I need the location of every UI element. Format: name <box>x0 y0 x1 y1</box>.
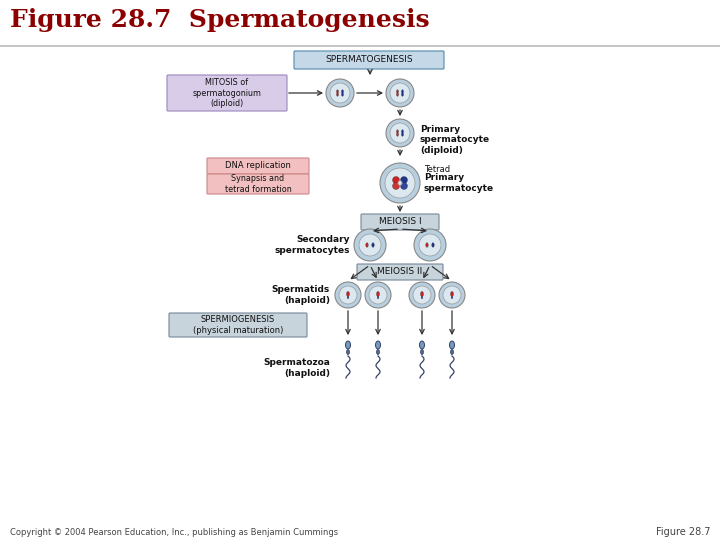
Circle shape <box>409 282 435 308</box>
Circle shape <box>330 83 350 103</box>
Ellipse shape <box>402 133 403 136</box>
FancyBboxPatch shape <box>167 75 287 111</box>
Ellipse shape <box>336 93 338 96</box>
Ellipse shape <box>376 341 380 349</box>
Ellipse shape <box>336 90 338 93</box>
Ellipse shape <box>426 243 428 247</box>
Ellipse shape <box>377 296 379 299</box>
Ellipse shape <box>346 349 349 354</box>
Circle shape <box>386 79 414 107</box>
Ellipse shape <box>372 243 374 247</box>
Text: Tetrad: Tetrad <box>424 165 450 173</box>
FancyBboxPatch shape <box>169 313 307 337</box>
Text: Spermatozoa
(haploid): Spermatozoa (haploid) <box>263 359 330 377</box>
Ellipse shape <box>397 90 398 93</box>
Circle shape <box>359 234 381 256</box>
Circle shape <box>385 168 415 198</box>
Circle shape <box>380 163 420 203</box>
Text: Primary
spermatocyte
(diploid): Primary spermatocyte (diploid) <box>420 125 490 155</box>
Text: SPERMATOGENESIS: SPERMATOGENESIS <box>325 56 413 64</box>
Ellipse shape <box>451 292 454 296</box>
Ellipse shape <box>397 133 398 136</box>
Circle shape <box>392 183 400 190</box>
Ellipse shape <box>420 349 423 354</box>
Ellipse shape <box>421 296 423 299</box>
Ellipse shape <box>420 292 423 296</box>
Ellipse shape <box>366 243 368 247</box>
Circle shape <box>365 282 391 308</box>
Circle shape <box>354 229 386 261</box>
Circle shape <box>443 286 461 304</box>
Ellipse shape <box>347 296 348 299</box>
Text: Secondary
spermatocytes: Secondary spermatocytes <box>274 235 350 255</box>
Circle shape <box>390 83 410 103</box>
Ellipse shape <box>402 90 403 93</box>
Ellipse shape <box>432 243 434 247</box>
Text: DNA replication: DNA replication <box>225 161 291 171</box>
FancyBboxPatch shape <box>357 264 443 280</box>
Text: SPERMIOGENESIS
(physical maturation): SPERMIOGENESIS (physical maturation) <box>193 315 283 335</box>
Circle shape <box>339 286 357 304</box>
Text: MEIOSIS I: MEIOSIS I <box>379 218 421 226</box>
Circle shape <box>335 282 361 308</box>
Ellipse shape <box>402 130 403 133</box>
Text: Copyright © 2004 Pearson Education, Inc., publishing as Benjamin Cummings: Copyright © 2004 Pearson Education, Inc.… <box>10 528 338 537</box>
Circle shape <box>369 286 387 304</box>
Circle shape <box>386 119 414 147</box>
FancyBboxPatch shape <box>294 51 444 69</box>
Text: Synapsis and
tetrad formation: Synapsis and tetrad formation <box>225 174 292 194</box>
Ellipse shape <box>402 93 403 96</box>
Text: Primary
spermatocyte: Primary spermatocyte <box>424 173 494 193</box>
Ellipse shape <box>377 349 379 354</box>
Circle shape <box>414 229 446 261</box>
Circle shape <box>390 123 410 143</box>
Text: MITOSIS of
spermatogonium
(diploid): MITOSIS of spermatogonium (diploid) <box>192 78 261 108</box>
Circle shape <box>326 79 354 107</box>
Ellipse shape <box>397 130 398 133</box>
Text: Figure 28.7: Figure 28.7 <box>655 527 710 537</box>
Circle shape <box>397 180 402 186</box>
Circle shape <box>400 183 408 190</box>
Ellipse shape <box>397 93 398 96</box>
Ellipse shape <box>341 90 343 93</box>
Ellipse shape <box>449 341 454 349</box>
Circle shape <box>392 177 400 184</box>
Ellipse shape <box>451 296 453 299</box>
FancyBboxPatch shape <box>207 158 309 174</box>
Circle shape <box>400 177 408 184</box>
Circle shape <box>413 286 431 304</box>
Ellipse shape <box>341 93 343 96</box>
FancyBboxPatch shape <box>361 214 439 230</box>
Ellipse shape <box>346 292 349 296</box>
Ellipse shape <box>420 341 425 349</box>
Text: MEIOSIS II: MEIOSIS II <box>377 267 423 276</box>
Text: Spermatids
(haploid): Spermatids (haploid) <box>271 285 330 305</box>
Ellipse shape <box>346 341 351 349</box>
Ellipse shape <box>377 292 379 296</box>
FancyBboxPatch shape <box>207 174 309 194</box>
Circle shape <box>419 234 441 256</box>
Circle shape <box>439 282 465 308</box>
Ellipse shape <box>451 349 454 354</box>
Text: Figure 28.7  Spermatogenesis: Figure 28.7 Spermatogenesis <box>10 8 430 32</box>
